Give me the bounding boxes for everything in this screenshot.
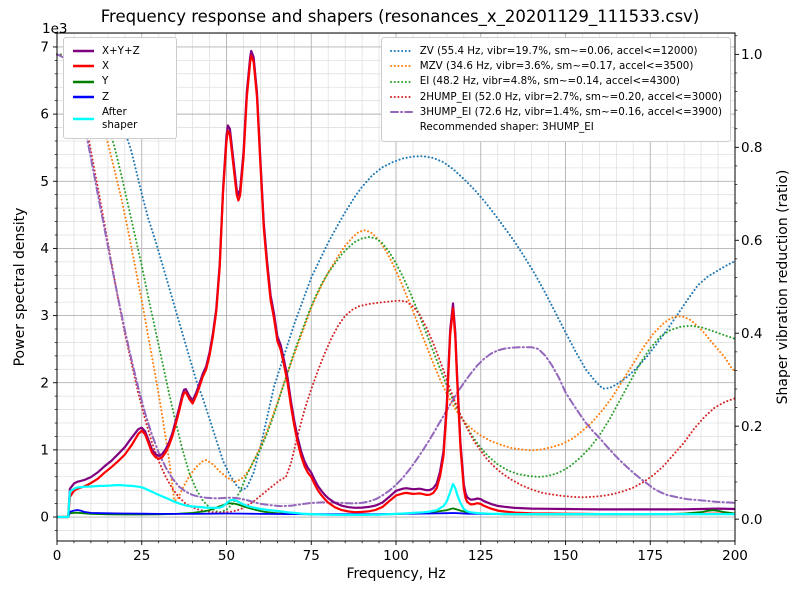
x-tick-label: 25 [133,548,150,564]
x-tick-label: 0 [53,548,62,564]
y-left-tick-label: 1 [40,442,49,458]
y-left-tick-label: 7 [40,40,49,56]
y-right-tick-label: 0.2 [741,419,762,435]
legend-line-swatch [72,63,95,69]
series-mzv [56,53,736,502]
legend-item: EI (48.2 Hz, vibr=4.8%, sm~=0.14, accel<… [389,75,722,88]
x-tick-label: 75 [303,548,320,564]
series-ei [56,53,736,514]
y-right-tick-label: 0.4 [741,326,762,342]
legend-item-label: X+Y+Z [102,44,140,57]
legend-line-swatch [72,48,95,54]
legend-line-swatch [389,48,413,54]
x-axis-label: Frequency, Hz [346,566,446,582]
legend-line-swatch [389,79,413,85]
legend-item-label: X [102,59,110,72]
legend-item-label: 3HUMP_EI (72.6 Hz, vibr=1.4%, sm~=0.16, … [419,105,722,118]
legend-item: 2HUMP_EI (52.0 Hz, vibr=2.7%, sm~=0.20, … [389,90,722,104]
x-tick-label: 125 [468,548,494,564]
y-right-tick-label: 0.8 [741,140,762,156]
legend-item: X [72,60,168,73]
legend-line-swatch [389,94,413,100]
legend-line-swatch [389,63,413,69]
x-tick-label: 100 [383,548,409,564]
legend-line-swatch [389,109,413,115]
y-left-tick-label: 4 [40,241,49,257]
legend-item-label: 2HUMP_EI (52.0 Hz, vibr=2.7%, sm~=0.20, … [419,90,722,103]
y-left-tick-label: 6 [40,107,49,123]
y-left-tick-label: 0 [40,510,49,526]
legend-item: Y [72,75,168,88]
x-tick-label: 175 [637,548,663,564]
legend-item: ZV (55.4 Hz, vibr=19.7%, sm~=0.06, accel… [389,44,722,58]
legend-item: X+Y+Z [72,45,168,58]
y-axis-label-right: Shaper vibration reduction (ratio) [775,169,791,405]
legend-line-swatch [72,79,95,85]
legend-item: Z [72,91,168,104]
legend-item: Recommended shaper: 3HUMP_EI [390,121,722,134]
legend-psd: X+Y+Z X Y Z After shaper [63,37,177,140]
series-x [57,54,735,519]
legend-item: MZV (34.6 Hz, vibr=3.6%, sm~=0.17, accel… [389,59,722,73]
legend-item: After shaper [72,106,168,132]
legend-item-label: Z [102,90,110,103]
x-tick-label: 200 [722,548,748,564]
series-zv [56,53,736,492]
legend-line-swatch [72,116,95,122]
legend-shapers: ZV (55.4 Hz, vibr=19.7%, sm~=0.06, accel… [380,37,731,142]
y-left-tick-label: 3 [40,308,49,324]
y-right-tick-label: 0.6 [741,233,762,249]
y-left-tick-label: 5 [40,174,49,190]
x-tick-label: 150 [553,548,579,564]
legend-item-label: EI (48.2 Hz, vibr=4.8%, sm~=0.14, accel<… [419,75,680,88]
y-left-tick-label: 2 [40,375,49,391]
legend-item-label: After shaper [102,105,138,131]
y-right-tick-label: 0.0 [741,512,762,528]
y-axis-offset-text: 1e3 [42,21,68,37]
legend-line-swatch [72,94,95,100]
legend-item-label: ZV (55.4 Hz, vibr=19.7%, sm~=0.06, accel… [419,44,698,57]
chart-title: Frequency response and shapers (resonanc… [100,7,700,26]
legend-item-label: Y [102,75,109,88]
series-after-shaper [57,482,735,519]
legend-item: 3HUMP_EI (72.6 Hz, vibr=1.4%, sm~=0.16, … [389,105,722,119]
y-axis-label-left: Power spectral density [12,207,28,367]
legend-item-label: MZV (34.6 Hz, vibr=3.6%, sm~=0.17, accel… [419,59,694,72]
legend-item-label: Recommended shaper: 3HUMP_EI [419,121,594,134]
series-2hump-ei [56,53,736,514]
y-right-tick-label: 1.0 [741,47,762,63]
x-tick-label: 50 [218,548,235,564]
